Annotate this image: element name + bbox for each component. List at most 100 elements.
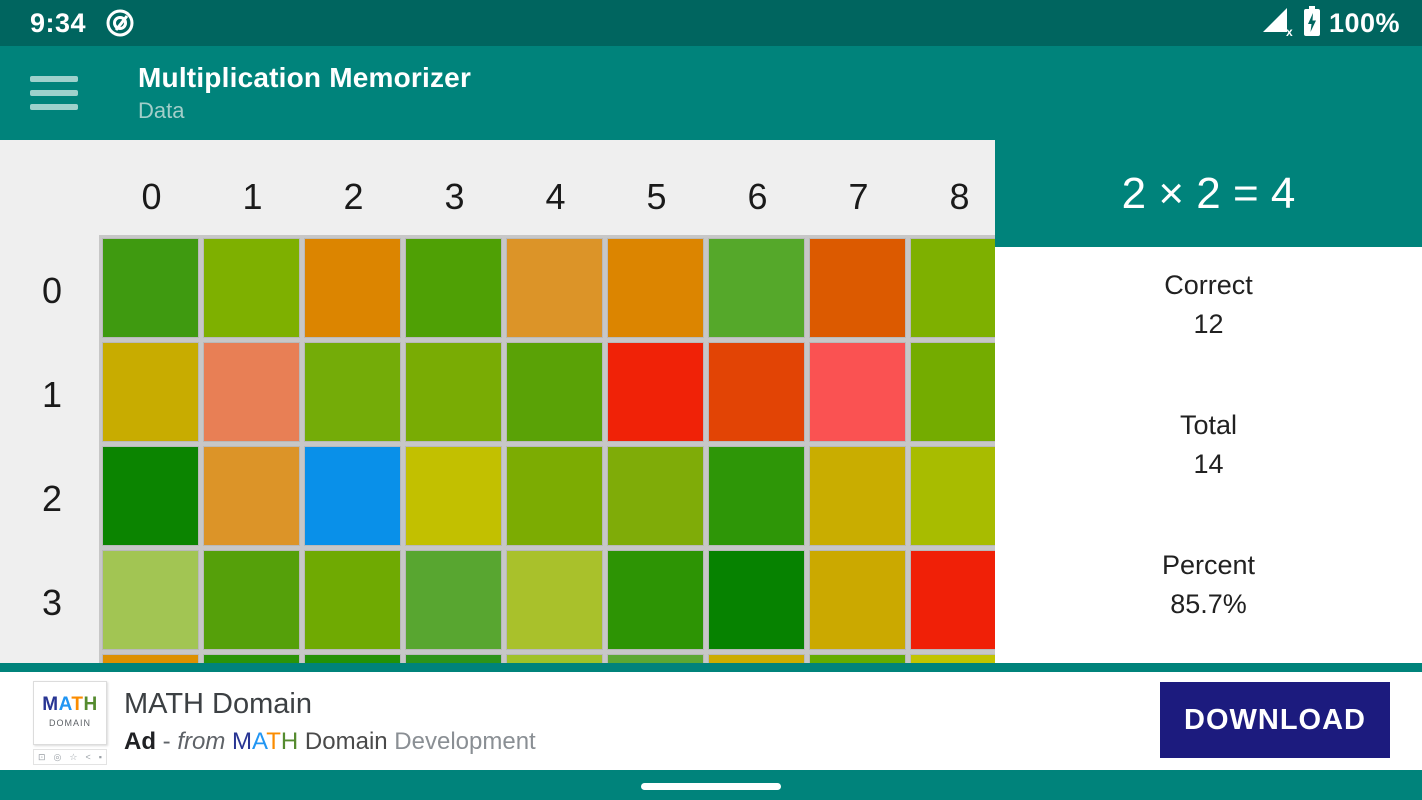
grid-cell[interactable] <box>203 342 300 442</box>
selected-equation-header: 2 × 2 = 4 <box>995 140 1422 247</box>
grid-cell[interactable] <box>405 550 502 650</box>
col-header: 4 <box>545 176 566 217</box>
grid-cell[interactable] <box>506 550 603 650</box>
grid-cell[interactable] <box>304 550 401 650</box>
page-subtitle: Data <box>138 98 185 123</box>
col-header: 0 <box>141 176 162 217</box>
grid-cell[interactable] <box>304 342 401 442</box>
grid-cell[interactable] <box>708 446 805 546</box>
grid-cell[interactable] <box>910 342 995 442</box>
grid-cell[interactable] <box>203 238 300 338</box>
grid-cell[interactable] <box>910 654 995 663</box>
app-bar: Multiplication Memorizer Data <box>0 46 1422 140</box>
grid-cell-selected[interactable] <box>304 446 401 546</box>
grid-cell[interactable] <box>809 446 906 546</box>
divider-strip <box>0 663 1422 672</box>
grid-cell[interactable] <box>203 446 300 546</box>
info-icon: ◎ <box>53 751 62 762</box>
grid-cell[interactable] <box>809 342 906 442</box>
grid-cell[interactable] <box>506 446 603 546</box>
ad-title[interactable]: MATH Domain <box>124 688 312 720</box>
stat-percent: Percent 85.7% <box>995 550 1422 620</box>
column-headers: 0 1 2 3 4 5 6 7 8 <box>103 176 1008 218</box>
heatmap-cell-grid <box>99 235 995 663</box>
stat-total-value: 14 <box>1193 449 1224 479</box>
col-header: 1 <box>242 176 263 217</box>
ad-from-text: from <box>177 728 232 755</box>
grid-cell[interactable] <box>607 238 704 338</box>
ad-brand-math: MATH <box>232 728 299 755</box>
col-header: 7 <box>848 176 869 217</box>
detail-panel: 2 × 2 = 4 Correct 12 Total 14 Percent 85… <box>995 140 1422 663</box>
stat-correct: Correct 12 <box>995 270 1422 340</box>
battery-charging-icon <box>1303 5 1321 42</box>
svg-text:x: x <box>1286 25 1293 36</box>
grid-cell[interactable] <box>405 238 502 338</box>
battery-percent-text: 100% <box>1328 7 1400 38</box>
grid-cell[interactable] <box>102 238 199 338</box>
grid-cell[interactable] <box>809 550 906 650</box>
ad-brand-domain: Domain <box>298 728 395 755</box>
col-header: 6 <box>747 176 768 217</box>
grid-cell[interactable] <box>910 550 995 650</box>
status-bar: 9:34 x 100% <box>0 0 1422 46</box>
ad-logo-domain-text: DOMAIN <box>49 718 91 728</box>
grid-cell[interactable] <box>405 654 502 663</box>
grid-cell[interactable] <box>102 550 199 650</box>
grid-cell[interactable] <box>708 654 805 663</box>
share-icon: < <box>85 752 91 762</box>
stat-percent-value: 85.7% <box>1170 589 1247 619</box>
row-header: 3 <box>41 582 63 623</box>
stat-total-label: Total <box>1179 410 1238 440</box>
row-header: 2 <box>41 478 63 519</box>
grid-cell[interactable] <box>708 342 805 442</box>
download-button[interactable]: DOWNLOAD <box>1160 682 1390 758</box>
bookmark-icon: ⊡ <box>38 751 46 762</box>
col-header: 2 <box>343 176 364 217</box>
grid-cell[interactable] <box>809 654 906 663</box>
home-gesture-pill[interactable] <box>641 783 781 790</box>
grid-cell[interactable] <box>405 446 502 546</box>
grid-cell[interactable] <box>607 446 704 546</box>
ad-banner[interactable]: MATH DOMAIN ⊡ ◎ ☆ < ▪ MATH Domain Ad - f… <box>0 672 1422 770</box>
row-header: 0 <box>41 270 63 311</box>
page-title: Multiplication Memorizer <box>138 62 472 93</box>
ad-badge: Ad <box>124 728 156 755</box>
multiplication-grid-area: 0 1 2 3 4 5 6 7 8 0 1 2 3 <box>0 140 995 663</box>
ad-logo-math-text: MATH <box>42 694 98 715</box>
grid-cell[interactable] <box>910 446 995 546</box>
grid-cell[interactable] <box>203 550 300 650</box>
grid-cell[interactable] <box>809 238 906 338</box>
signal-no-network-icon: x <box>1261 6 1295 41</box>
ad-dash: - <box>156 728 178 755</box>
ad-logo[interactable]: MATH DOMAIN <box>33 681 107 745</box>
grid-cell[interactable] <box>607 654 704 663</box>
grid-cell[interactable] <box>203 654 300 663</box>
notification-circle-slash-icon <box>104 7 136 39</box>
grid-cell[interactable] <box>910 238 995 338</box>
grid-cell[interactable] <box>607 550 704 650</box>
grid-cell[interactable] <box>405 342 502 442</box>
grid-cell[interactable] <box>708 550 805 650</box>
col-header: 3 <box>444 176 465 217</box>
row-header: 1 <box>41 374 63 415</box>
grid-cell[interactable] <box>304 238 401 338</box>
grid-cell[interactable] <box>304 654 401 663</box>
grid-cell[interactable] <box>506 238 603 338</box>
stat-percent-label: Percent <box>1161 550 1256 580</box>
system-navigation-bar <box>0 770 1422 800</box>
grid-cell[interactable] <box>102 654 199 663</box>
hamburger-menu-icon[interactable] <box>30 76 78 110</box>
stat-correct-label: Correct <box>1164 270 1253 300</box>
grid-cell[interactable] <box>506 342 603 442</box>
grid-cell[interactable] <box>607 342 704 442</box>
grid-cell[interactable] <box>102 342 199 442</box>
stat-total: Total 14 <box>995 410 1422 480</box>
grid-cell[interactable] <box>708 238 805 338</box>
grid-cell[interactable] <box>102 446 199 546</box>
col-header: 8 <box>949 176 970 217</box>
grid-cell[interactable] <box>506 654 603 663</box>
stat-correct-value: 12 <box>1193 309 1224 339</box>
clock-time: 9:34 <box>30 7 87 38</box>
flag-icon: ▪ <box>98 752 102 762</box>
